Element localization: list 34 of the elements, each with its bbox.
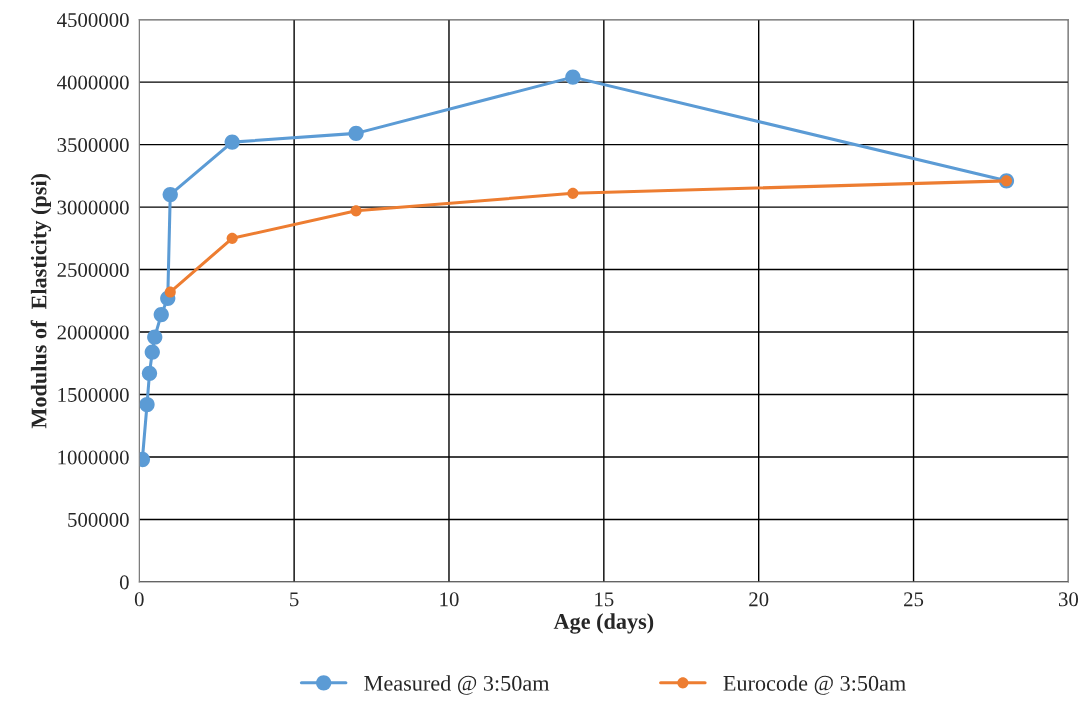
y-tick-label: 4500000 <box>57 13 129 28</box>
legend-label: Measured @ 3:50am <box>364 675 550 695</box>
point <box>162 186 178 203</box>
point <box>567 187 579 199</box>
y-tick-label: 2500000 <box>57 262 129 277</box>
point <box>164 286 176 298</box>
point <box>350 205 362 217</box>
y-tick-label: 500000 <box>68 512 129 527</box>
point <box>224 134 240 150</box>
x-tick-label: 0 <box>134 592 144 607</box>
x-tick-label: 5 <box>290 592 299 607</box>
point <box>153 306 169 323</box>
x-axis-title: Age (days) <box>553 613 654 634</box>
point <box>147 329 163 345</box>
legend-label: Eurocode @ 3:50am <box>723 675 906 695</box>
y-tick-label: 3000000 <box>57 200 129 215</box>
point <box>144 344 160 360</box>
y-tick-label: 1000000 <box>58 450 129 465</box>
x-tick-label: 30 <box>1059 592 1079 607</box>
x-tick-label: 15 <box>595 592 614 607</box>
point <box>565 69 581 85</box>
y-tick-label: 1500000 <box>58 387 129 402</box>
point <box>348 125 364 141</box>
x-tick-label: 10 <box>440 592 459 607</box>
y-axis-title: Modulus of Elasticity (psi) <box>30 173 52 429</box>
y-tick-label: 4000000 <box>57 75 129 90</box>
y-tick-label: 2000000 <box>57 325 129 340</box>
point <box>226 232 238 244</box>
point <box>139 396 155 413</box>
x-tick-label: 25 <box>904 592 924 607</box>
y-tick-label: 3500000 <box>57 137 129 153</box>
y-tick-label: 0 <box>119 575 129 590</box>
x-tick-label: 20 <box>749 592 769 607</box>
point <box>141 365 158 381</box>
